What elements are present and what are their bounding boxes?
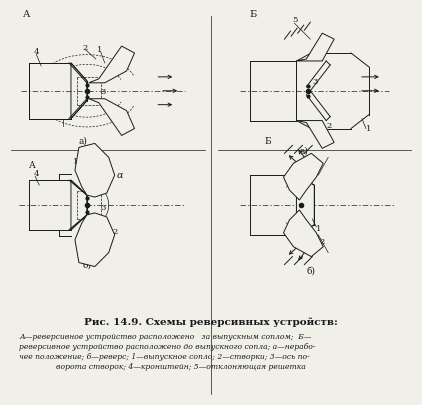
Polygon shape [296,176,314,235]
Text: 4: 4 [33,48,39,56]
Polygon shape [284,154,323,200]
Polygon shape [284,211,323,257]
Text: 2: 2 [326,121,331,129]
Text: а): а) [299,146,308,155]
Polygon shape [296,34,334,62]
Text: А—реверсивное устройство расположено   за выпускным соплом;  Б—: А—реверсивное устройство расположено за … [19,332,312,340]
Text: Б: Б [265,137,271,146]
Polygon shape [29,64,71,119]
Text: 4: 4 [33,170,39,178]
Text: 5: 5 [292,16,298,24]
Text: Б: Б [250,10,257,19]
Text: 2: 2 [319,237,325,245]
Text: 1: 1 [97,46,102,54]
Polygon shape [75,213,115,267]
Text: α: α [116,171,123,180]
Text: 3: 3 [101,203,106,211]
Polygon shape [89,47,135,83]
Text: б): б) [306,266,315,275]
Text: ворота створок; 4—кронштейн; 5—отклоняющая решетка: ворота створок; 4—кронштейн; 5—отклоняющ… [56,362,306,370]
Polygon shape [75,144,115,198]
Text: А: А [23,10,31,19]
Text: 1: 1 [73,158,78,166]
Text: 3: 3 [101,87,106,96]
Text: чее положение; б—реверс; 1—выпускное сопло; 2—створки; 3—ось по-: чее положение; б—реверс; 1—выпускное соп… [19,352,310,360]
Text: 1: 1 [366,125,371,133]
Polygon shape [296,121,334,149]
Polygon shape [71,64,87,119]
Text: Рис. 14.9. Схемы реверсивных устройств:: Рис. 14.9. Схемы реверсивных устройств: [84,317,338,326]
Text: А: А [29,161,36,170]
Text: 2: 2 [83,44,88,52]
Text: а): а) [79,136,88,145]
Text: 1: 1 [316,224,322,232]
Text: 2: 2 [113,227,118,235]
Polygon shape [71,181,87,230]
Text: 3: 3 [312,78,318,85]
Polygon shape [89,100,135,136]
Text: реверсивное устройство расположено до выпускного сопла; а—нерабо-: реверсивное устройство расположено до вы… [19,342,316,350]
Text: б): б) [83,260,92,269]
